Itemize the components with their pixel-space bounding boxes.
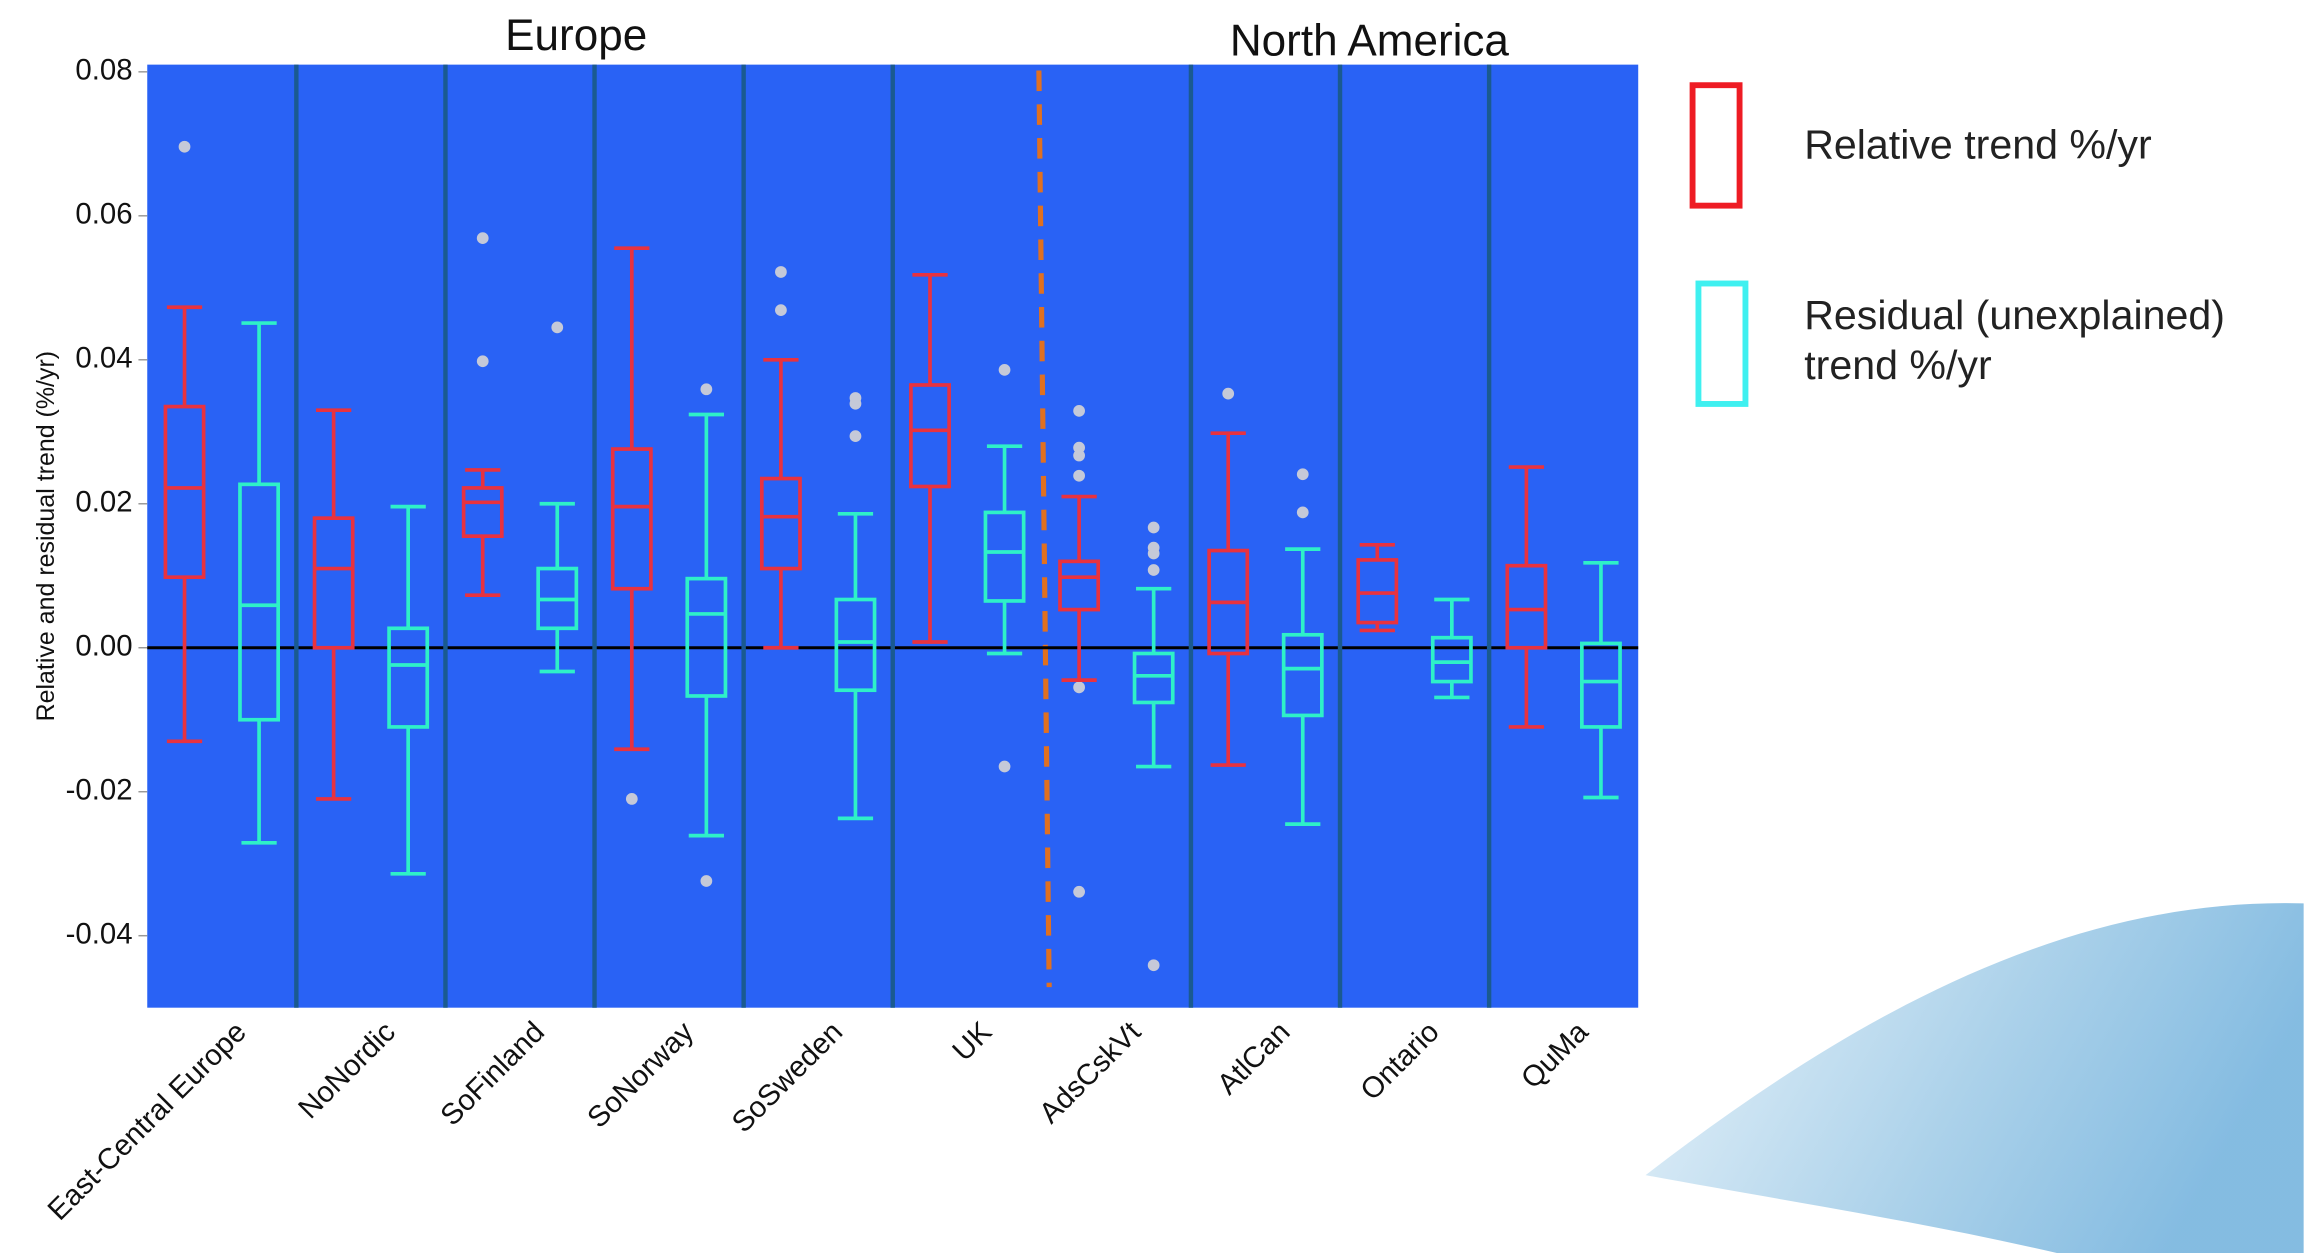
x-tick-label: QuMa: [1515, 1015, 1595, 1095]
x-tick-label: NoNordic: [292, 1015, 402, 1125]
legend-entry: Relative trend %/yr: [1804, 120, 2303, 179]
x-tick-label: SoFinland: [434, 1015, 551, 1132]
y-tick-label: 0.02: [75, 486, 132, 519]
outlier: [1148, 564, 1160, 576]
outlier: [477, 355, 489, 367]
outlier: [700, 875, 712, 887]
outlier: [626, 793, 638, 805]
y-tick-label: -0.02: [66, 773, 133, 806]
outlier: [1073, 470, 1085, 482]
x-tick-label: East-Central Europe: [41, 1015, 252, 1226]
outlier: [1297, 507, 1309, 519]
group-label: North America: [1230, 17, 1510, 66]
outlier: [850, 430, 862, 442]
outlier: [1222, 388, 1234, 400]
outlier: [1148, 522, 1160, 534]
outlier: [179, 141, 191, 153]
x-tick-label: AdsCskVt: [1033, 1015, 1147, 1129]
outlier: [999, 364, 1011, 376]
chart: Europe North America Relative and residu…: [0, 0, 2304, 1253]
y-tick-label: -0.04: [66, 917, 133, 950]
legend-entry: Residual (unexplained) trend %/yr: [1804, 291, 2289, 409]
decoration: [1646, 903, 2304, 1253]
group-label: Europe: [505, 11, 647, 60]
outlier: [1073, 681, 1085, 693]
outlier: [1073, 450, 1085, 462]
x-tick-label: SoSweden: [725, 1015, 849, 1139]
legend-label: Relative trend %/yr: [1804, 120, 2303, 170]
y-tick-label: 0.04: [75, 342, 132, 375]
outlier: [477, 232, 489, 244]
x-tick-label: UK: [946, 1015, 998, 1067]
outlier: [1073, 886, 1085, 898]
y-tick-label: 0.00: [75, 630, 132, 663]
x-tick-label: Ontario: [1354, 1015, 1445, 1106]
outlier: [1297, 468, 1309, 480]
outlier: [775, 266, 787, 278]
x-tick-label: SoNorway: [581, 1015, 700, 1134]
outlier: [1073, 405, 1085, 417]
y-tick-label: 0.06: [75, 198, 132, 231]
outlier: [850, 398, 862, 410]
y-axis-label: Relative and residual trend (%/yr): [32, 351, 60, 722]
y-tick-label: 0.08: [75, 54, 132, 87]
outlier: [551, 322, 563, 334]
outlier: [1148, 959, 1160, 971]
x-tick-label: AtlCan: [1211, 1015, 1297, 1101]
legend-label: Residual (unexplained) trend %/yr: [1804, 291, 2289, 391]
legend-swatch: [1693, 85, 1740, 205]
outlier: [999, 761, 1011, 773]
outlier: [1148, 548, 1160, 560]
outlier: [700, 383, 712, 395]
legend-swatch: [1698, 284, 1745, 404]
outlier: [775, 304, 787, 316]
